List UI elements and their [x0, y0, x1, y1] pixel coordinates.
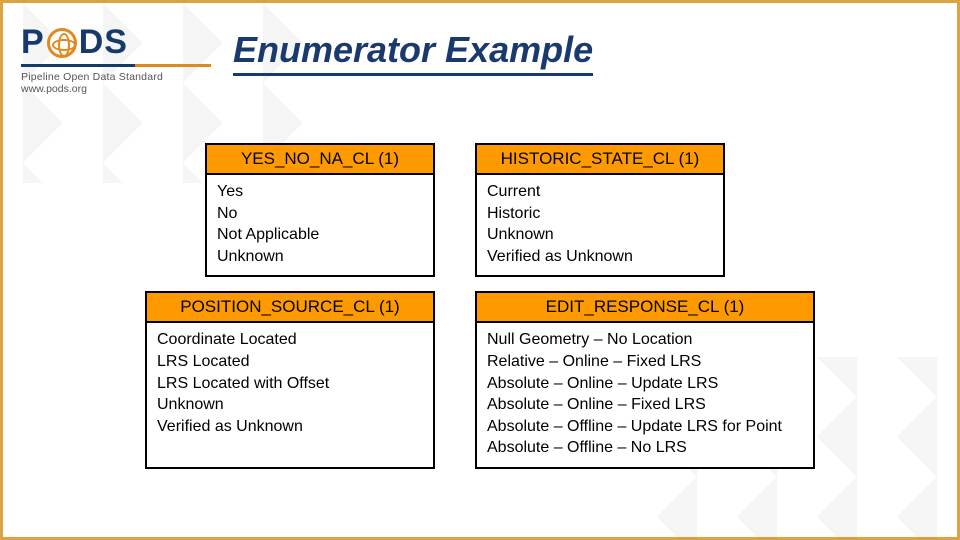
- logo-tagline: Pipeline Open Data Standard: [21, 71, 211, 83]
- enum-item: Absolute – Online – Update LRS: [487, 373, 803, 395]
- enum-item: Absolute – Offline – Update LRS for Poin…: [487, 416, 803, 438]
- enum-item: Verified as Unknown: [487, 246, 713, 268]
- enum-header: POSITION_SOURCE_CL (1): [147, 293, 433, 323]
- enum-item: Not Applicable: [217, 224, 423, 246]
- enum-header: EDIT_RESPONSE_CL (1): [477, 293, 813, 323]
- enum-edit-response: EDIT_RESPONSE_CL (1) Null Geometry – No …: [475, 291, 815, 469]
- enum-header: HISTORIC_STATE_CL (1): [477, 145, 723, 175]
- logo-url: www.pods.org: [21, 83, 211, 95]
- enum-item: Unknown: [157, 394, 423, 416]
- enum-item: Current: [487, 181, 713, 203]
- enum-item: Coordinate Located: [157, 329, 423, 351]
- enum-item: Historic: [487, 203, 713, 225]
- slide-title: Enumerator Example: [233, 29, 593, 76]
- enum-body: Coordinate Located LRS Located LRS Locat…: [147, 323, 433, 445]
- enum-item: No: [217, 203, 423, 225]
- logo-letter-p: P: [21, 23, 45, 62]
- slide: P DS Pipeline Open Data Standard www.pod…: [0, 0, 960, 540]
- enum-item: Null Geometry – No Location: [487, 329, 803, 351]
- enum-item: LRS Located: [157, 351, 423, 373]
- enum-item: Absolute – Online – Fixed LRS: [487, 394, 803, 416]
- enum-item: LRS Located with Offset: [157, 373, 423, 395]
- enum-body: Null Geometry – No Location Relative – O…: [477, 323, 813, 467]
- logo-brand: P DS: [21, 23, 211, 62]
- enum-body: Yes No Not Applicable Unknown: [207, 175, 433, 275]
- enum-header: YES_NO_NA_CL (1): [207, 145, 433, 175]
- enum-position-source: POSITION_SOURCE_CL (1) Coordinate Locate…: [145, 291, 435, 469]
- globe-icon: [47, 28, 77, 58]
- logo-letters-ds: DS: [79, 23, 128, 62]
- enum-body: Current Historic Unknown Verified as Unk…: [477, 175, 723, 275]
- enum-item: Absolute – Offline – No LRS: [487, 437, 803, 459]
- content-grid: YES_NO_NA_CL (1) Yes No Not Applicable U…: [3, 123, 957, 537]
- logo-rule: [21, 64, 211, 67]
- enum-historic-state: HISTORIC_STATE_CL (1) Current Historic U…: [475, 143, 725, 277]
- enum-item: Verified as Unknown: [157, 416, 423, 438]
- pods-logo: P DS Pipeline Open Data Standard www.pod…: [21, 23, 211, 95]
- enum-item: Unknown: [487, 224, 713, 246]
- enum-yes-no: YES_NO_NA_CL (1) Yes No Not Applicable U…: [205, 143, 435, 277]
- enum-item: Relative – Online – Fixed LRS: [487, 351, 803, 373]
- enum-item: Yes: [217, 181, 423, 203]
- enum-item: Unknown: [217, 246, 423, 268]
